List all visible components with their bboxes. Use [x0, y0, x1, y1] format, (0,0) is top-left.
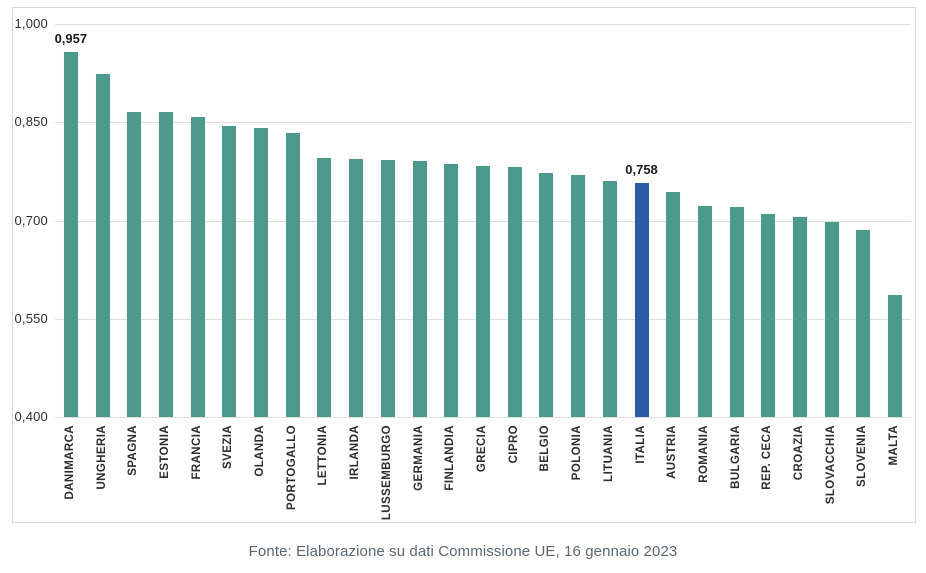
y-axis-tick-label: 0,400 — [14, 409, 48, 424]
y-axis-tick-label: 0,700 — [14, 212, 48, 228]
x-axis-tick-label: UNGHERIA — [95, 425, 108, 490]
bar — [697, 206, 712, 417]
bar — [317, 157, 332, 417]
bar-value-label: 0,758 — [625, 161, 658, 177]
x-axis-tick-label: PORTOGALLO — [285, 425, 298, 510]
x-axis-tick-label: FINLANDIA — [444, 425, 457, 491]
bar — [539, 172, 554, 417]
x-axis-tick-label: BULGARIA — [729, 425, 742, 489]
bar — [571, 174, 586, 417]
bar — [507, 167, 522, 417]
bar-highlighted — [634, 182, 649, 417]
y-axis-tick-label: 1,000 — [14, 16, 48, 31]
y-axis-tick-label: 0,850 — [14, 114, 48, 130]
x-axis-tick-label: OLANDA — [254, 425, 267, 477]
gridline — [55, 417, 911, 418]
x-axis-tick-label: REP. CECA — [761, 425, 774, 490]
x-axis-tick-label: ROMANIA — [697, 425, 710, 483]
bar — [95, 73, 110, 417]
x-axis-tick-label: ESTONIA — [158, 425, 171, 479]
gridline — [55, 122, 911, 124]
bar — [222, 125, 237, 417]
bar-value-label: 0,957 — [54, 31, 88, 47]
x-axis-tick-label: SVEZIA — [222, 425, 235, 469]
bar — [888, 295, 903, 417]
bar — [602, 180, 617, 417]
x-axis-tick-label: POLONIA — [571, 425, 584, 481]
x-axis-tick-label: BELGIO — [539, 425, 552, 472]
x-axis-tick-label: LUSSEMBURGO — [380, 425, 393, 521]
bar — [190, 117, 205, 417]
bar — [254, 128, 269, 417]
bar — [380, 159, 395, 417]
bar — [158, 112, 173, 417]
bar — [285, 132, 300, 417]
plot-area: 1,000 0,850 0,700 0,550 0,400 0,957 DANIMARCA U… — [14, 16, 911, 520]
bar — [666, 191, 681, 417]
x-axis-tick-label: LITUANIA — [602, 425, 615, 482]
x-axis-tick-label: ITALIA — [634, 425, 647, 464]
x-axis-tick-label: LETTONIA — [317, 425, 330, 486]
x-axis-tick-label: GRECIA — [476, 425, 488, 473]
y-axis-tick-label: 0,550 — [14, 310, 48, 326]
bar — [761, 213, 776, 417]
bar — [349, 158, 364, 417]
bar — [793, 217, 808, 417]
x-axis-tick-label: AUSTRIA — [666, 425, 679, 479]
gridline — [55, 24, 911, 25]
bar — [824, 221, 839, 417]
bar — [412, 160, 427, 417]
source-caption: Fonte: Elaborazione su dati Commissione … — [248, 543, 678, 560]
bar — [729, 206, 744, 417]
bar — [444, 164, 459, 417]
x-axis-tick-label: SLOVACCHIA — [824, 425, 837, 505]
bar — [856, 229, 871, 417]
x-axis-tick-label: FRANCIA — [190, 425, 203, 480]
x-axis-tick-label: CIPRO — [507, 425, 520, 464]
x-axis-tick-label: SPAGNA — [127, 425, 140, 476]
x-axis-tick-label: GERMANIA — [412, 425, 425, 491]
chart-card: 1,000 0,850 0,700 0,550 0,400 0,957 DANIMARCA U… — [12, 7, 916, 523]
x-axis-tick-label: MALTA — [888, 425, 901, 466]
bar — [476, 166, 490, 417]
bar — [127, 111, 142, 417]
x-axis-tick-label: IRLANDA — [349, 425, 362, 480]
x-axis-tick-label: DANIMARCA — [63, 425, 76, 500]
bar — [63, 52, 78, 417]
x-axis-tick-label: CROAZIA — [793, 425, 806, 481]
x-axis-tick-label: SLOVENIA — [856, 425, 869, 487]
